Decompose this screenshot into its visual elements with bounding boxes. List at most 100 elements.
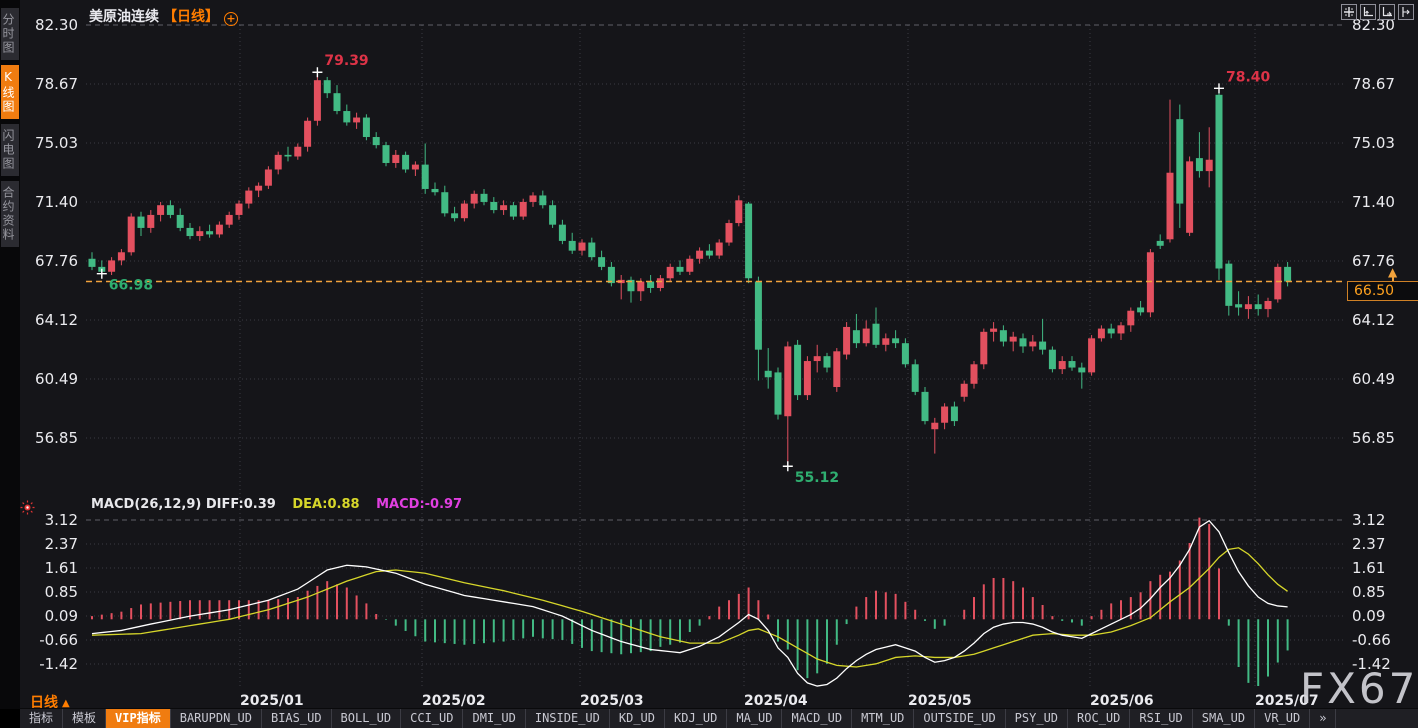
indicator-tab-8[interactable]: INSIDE_UD: [526, 709, 610, 728]
candle-body: [735, 200, 743, 224]
candle-body: [157, 205, 165, 215]
macd-axis-label-left: -0.66: [39, 631, 78, 649]
price-marker-cross: [1214, 83, 1224, 94]
macd-axis-label-right: -0.66: [1352, 631, 1391, 649]
macd-axis-label-right: 2.37: [1352, 535, 1385, 553]
candle-body: [235, 203, 243, 215]
indicator-tab-2[interactable]: VIP指标: [106, 709, 171, 728]
candle-body: [725, 223, 733, 243]
indicator-tab-12[interactable]: MACD_UD: [782, 709, 853, 728]
x-axis-month-label: 2025/04: [744, 693, 808, 709]
candle-body: [1274, 266, 1282, 300]
candle-body: [941, 406, 949, 423]
macd-axis-label-left: 0.09: [45, 607, 78, 625]
indicator-tab-7[interactable]: DMI_UD: [463, 709, 526, 728]
macd-axis-label-left: 3.12: [45, 511, 78, 529]
price-marker-cross: [96, 268, 107, 279]
candle-body: [1264, 300, 1272, 310]
macd-axis-label-left: 2.37: [45, 535, 78, 553]
indicator-tab-16[interactable]: ROC_UD: [1068, 709, 1131, 728]
candle-body: [509, 205, 517, 217]
candle-body: [774, 372, 782, 415]
indicator-tab-10[interactable]: KDJ_UD: [665, 709, 728, 728]
crosshair-icon[interactable]: [1341, 4, 1357, 20]
candle-body: [264, 169, 272, 186]
indicator-tab-15[interactable]: PSY_UD: [1006, 709, 1069, 728]
y-axis-label-right: 56.85: [1352, 429, 1395, 447]
axis-scale-right-icon[interactable]: [1379, 4, 1395, 20]
candle-body: [245, 190, 253, 204]
indicator-tab-17[interactable]: RSI_UD: [1130, 709, 1193, 728]
y-axis-label-right: 60.49: [1352, 370, 1395, 388]
circled-plus-icon[interactable]: +: [224, 12, 238, 26]
candle-body: [284, 154, 292, 157]
candle-body: [764, 370, 772, 378]
candle-body: [1117, 325, 1125, 334]
price-annotation: 55.12: [795, 470, 839, 486]
candle-body: [1205, 159, 1213, 172]
indicator-tab-4[interactable]: BIAS_UD: [262, 709, 332, 728]
axis-shift-icon[interactable]: [1398, 4, 1414, 20]
indicator-tab-6[interactable]: CCI_UD: [401, 709, 464, 728]
instrument-title: 美原油连续: [89, 9, 159, 25]
indicator-tab-11[interactable]: MA_UD: [727, 709, 783, 728]
candle-body: [656, 278, 664, 288]
candle-body: [607, 266, 615, 284]
x-axis-month-label: 2025/01: [240, 693, 304, 709]
candle-body: [784, 346, 792, 417]
y-axis-label-right: 64.12: [1352, 311, 1395, 329]
current-price-value: 66.50: [1354, 283, 1395, 299]
candle-body: [215, 224, 223, 235]
axis-scale-left-icon[interactable]: [1360, 4, 1376, 20]
sidebar-item-3[interactable]: 合约资料: [1, 181, 19, 247]
candle-body: [705, 250, 713, 256]
candle-body: [1078, 367, 1086, 373]
candle-body: [1088, 338, 1096, 373]
indicator-tab-9[interactable]: KD_UD: [610, 709, 665, 728]
candle-body: [1166, 172, 1174, 240]
indicator-tab-3[interactable]: BARUPDN_UD: [171, 709, 262, 728]
candle-body: [166, 205, 174, 215]
candle-body: [431, 188, 439, 193]
period-tag: 【日线】: [163, 9, 219, 25]
candle-body: [1146, 252, 1154, 313]
candle-body: [1068, 361, 1076, 368]
indicator-tab-0[interactable]: 指标: [20, 709, 64, 728]
x-axis-month-label: 2025/06: [1090, 693, 1154, 709]
indicator-tab-13[interactable]: MTM_UD: [852, 709, 915, 728]
macd-axis-label-left: 0.85: [45, 583, 78, 601]
x-axis-month-label: 2025/05: [908, 693, 972, 709]
candle-body: [715, 242, 723, 256]
candle-body: [794, 344, 802, 396]
candle-body: [558, 224, 566, 241]
indicator-tab-1[interactable]: 模板: [63, 709, 107, 728]
candle-body: [745, 203, 753, 279]
y-axis-label-right: 71.40: [1352, 193, 1395, 211]
price-marker-cross: [312, 67, 323, 78]
indicator-tab-5[interactable]: BOLL_UD: [332, 709, 402, 728]
macd-settings-icon[interactable]: [20, 500, 35, 519]
price-pin-icon[interactable]: ▲: [1388, 265, 1398, 279]
candle-body: [372, 137, 380, 146]
period-selector[interactable]: 日线 ▲: [30, 692, 70, 712]
indicator-tab-20[interactable]: »: [1310, 709, 1337, 728]
y-axis-label-right: 78.67: [1352, 75, 1395, 93]
indicator-tab-18[interactable]: SMA_UD: [1193, 709, 1256, 728]
candle-body: [1107, 328, 1115, 334]
indicator-tab-19[interactable]: VR_UD: [1255, 709, 1311, 728]
candle-body: [392, 154, 400, 163]
sidebar-item-2[interactable]: 闪电图: [1, 124, 19, 176]
candle-body: [480, 193, 488, 202]
sidebar-item-0[interactable]: 分时图: [1, 8, 19, 60]
candle-body: [137, 216, 145, 228]
macd-axis-label-right: 0.09: [1352, 607, 1385, 625]
candle-body: [362, 117, 370, 138]
macd-axis-label-right: -1.42: [1352, 655, 1391, 673]
candle-body: [529, 195, 537, 202]
sidebar-item-1[interactable]: K线图: [1, 65, 19, 119]
candle-body: [1284, 266, 1292, 282]
indicator-tab-14[interactable]: OUTSIDE_UD: [914, 709, 1006, 728]
current-price-box[interactable]: 66.50: [1347, 281, 1418, 301]
candle-body: [676, 266, 684, 272]
